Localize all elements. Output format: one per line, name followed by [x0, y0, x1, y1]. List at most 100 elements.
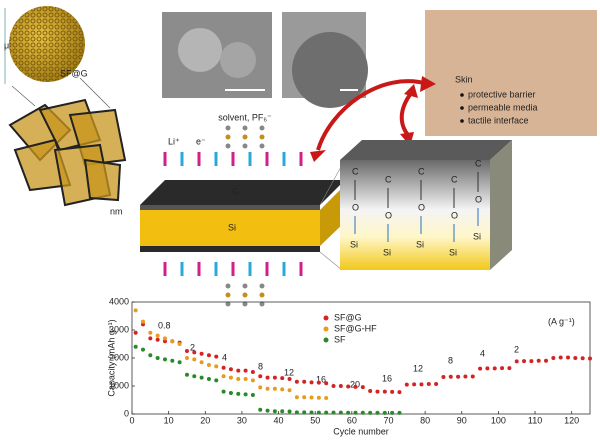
arrowhead — [310, 150, 326, 162]
bond-label: O — [385, 210, 392, 220]
zoom-line — [319, 164, 343, 206]
legend-marker — [323, 315, 329, 321]
rate-label: 8 — [258, 361, 263, 371]
solvent — [242, 134, 248, 140]
ion-label: Li⁺ — [168, 136, 180, 146]
data-point — [390, 389, 395, 394]
data-point — [478, 366, 483, 371]
x-tick-label: 50 — [310, 415, 320, 425]
bond-label: C — [451, 174, 458, 184]
particle-label: SF@G — [60, 68, 88, 78]
data-point — [214, 364, 219, 369]
electrolyte-label: solvent, PF₆⁻ — [218, 112, 272, 122]
bonds: C O Si C O Si C O Si C O Si C O Si — [350, 158, 482, 257]
skin-photo — [425, 10, 597, 136]
graphene-top — [140, 180, 345, 205]
data-point — [294, 410, 299, 415]
bond-label: Si — [416, 239, 424, 249]
data-point — [236, 368, 241, 373]
data-point — [265, 386, 270, 391]
data-point — [522, 359, 527, 364]
data-point — [258, 407, 263, 412]
data-point — [463, 374, 468, 379]
bond-label: Si — [383, 247, 391, 257]
data-point — [287, 377, 292, 381]
data-point — [199, 360, 204, 365]
data-point — [162, 336, 167, 341]
data-point — [184, 356, 189, 360]
y-axis-label: Capacity (mAh g⁻¹) — [106, 319, 116, 396]
y-tick-label: 0 — [124, 408, 129, 418]
bond-label: C — [418, 166, 425, 176]
data-point — [353, 410, 358, 415]
x-tick-label: 70 — [383, 415, 393, 425]
data-point — [221, 365, 226, 370]
data-point — [331, 410, 336, 415]
skin-item: protective barrier — [468, 89, 536, 99]
data-point — [302, 395, 307, 400]
graphene-bottom — [140, 246, 320, 252]
data-point — [265, 408, 270, 413]
data-point — [368, 389, 373, 394]
data-point — [133, 344, 138, 349]
skin-item: tactile interface — [468, 115, 529, 125]
solvent — [259, 125, 265, 131]
data-point — [353, 384, 358, 389]
data-point — [280, 387, 285, 392]
scale-label: nm — [110, 206, 123, 216]
data-point — [206, 353, 211, 358]
data-point — [192, 374, 197, 379]
data-point — [536, 358, 541, 363]
data-point — [192, 357, 197, 362]
chart: 0 1000 2000 3000 4000 0 10 20 30 40 50 60 70 80 90 100 1… — [106, 296, 592, 436]
data-point — [148, 353, 153, 358]
bond-label: C — [475, 158, 482, 168]
rate-label: 20 — [350, 379, 360, 389]
data-point — [390, 410, 395, 415]
solvent — [242, 283, 248, 289]
data-point — [573, 356, 578, 360]
x-tick-label: 80 — [420, 415, 430, 425]
solvent — [225, 134, 231, 140]
data-point — [192, 350, 197, 355]
arrow — [316, 79, 429, 151]
data-point — [382, 389, 387, 394]
data-point — [551, 356, 556, 360]
data-point — [221, 374, 226, 379]
data-point — [346, 410, 351, 415]
x-tick-label: 110 — [528, 415, 542, 425]
data-point — [566, 355, 571, 360]
data-point — [155, 333, 160, 338]
x-axis-label: Cycle number — [333, 426, 389, 436]
data-point — [265, 375, 270, 380]
data-point — [236, 391, 241, 396]
solvent — [259, 134, 265, 140]
data-point — [140, 347, 145, 352]
bond-label: O — [451, 210, 458, 220]
data-point — [272, 409, 277, 414]
data-point — [287, 388, 292, 393]
data-point — [514, 359, 519, 364]
zoom-line — [11, 85, 36, 107]
data-point — [309, 380, 314, 385]
legend-marker — [323, 326, 329, 332]
data-point — [507, 366, 512, 371]
data-point — [133, 330, 138, 335]
solvent — [259, 292, 265, 298]
data-point — [177, 342, 182, 346]
data-point — [280, 409, 285, 414]
solvent — [259, 301, 265, 307]
legend-label: SF@G — [334, 312, 362, 322]
data-point — [148, 330, 153, 335]
data-point — [404, 382, 409, 387]
data-point — [258, 385, 263, 390]
data-point — [177, 360, 182, 365]
sem-texture — [178, 28, 222, 72]
data-point — [580, 356, 585, 361]
data-point — [456, 374, 461, 379]
legend-label: SF — [334, 334, 346, 344]
data-point — [250, 378, 255, 383]
data-point — [324, 396, 329, 401]
pins — [163, 125, 303, 307]
